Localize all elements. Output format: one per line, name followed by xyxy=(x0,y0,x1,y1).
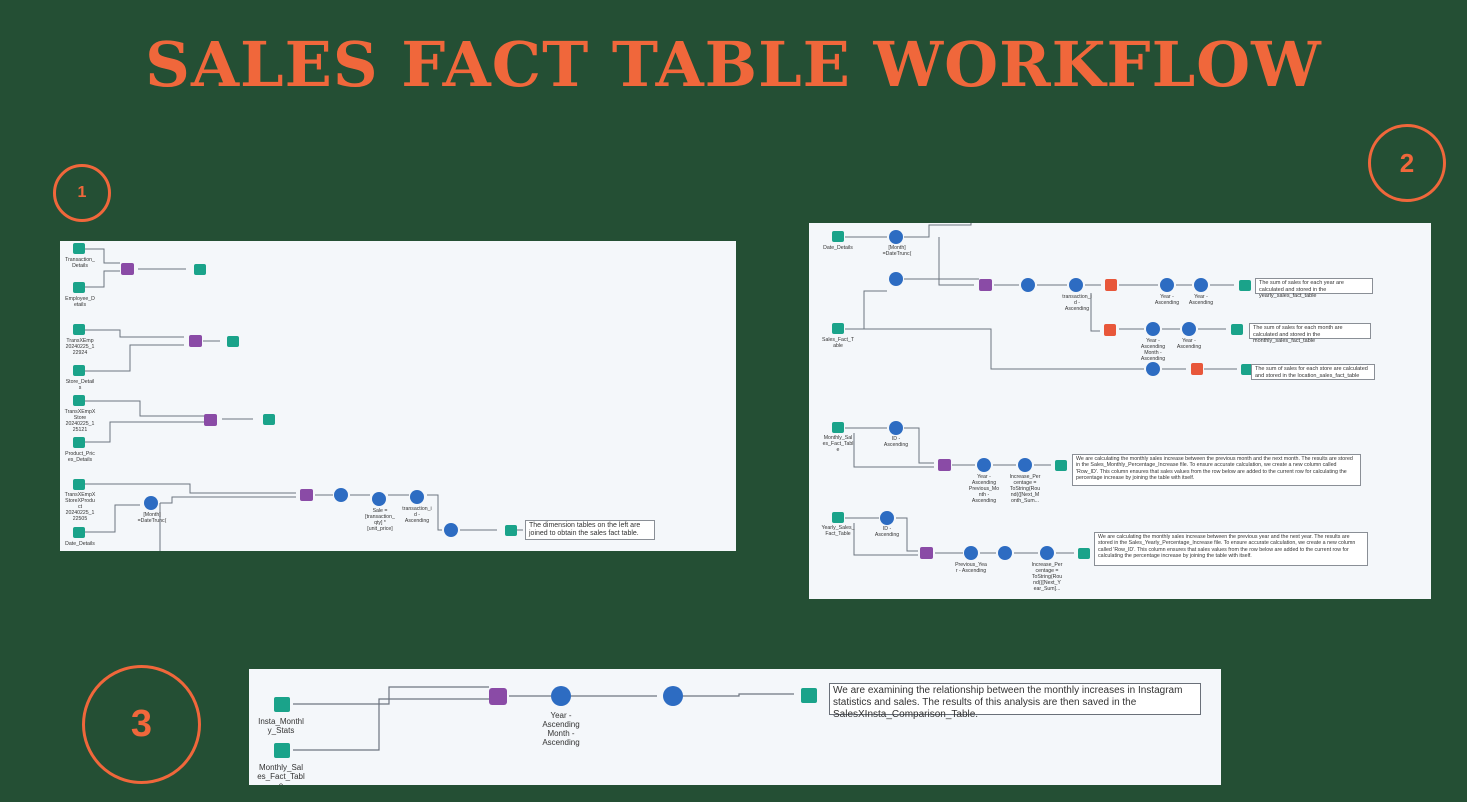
tool-label-sort-year-3: Year - Ascending xyxy=(1176,338,1202,350)
annotation-insta-comparison: We are examining the relationship betwee… xyxy=(829,683,1201,720)
tool-label-product-prices: Product_Pric es_Details xyxy=(65,451,95,463)
tool-label-transempstoreprod: TransXEmpX StoreXProdu ct 20240225_1 225… xyxy=(64,492,96,522)
tool-label-sort-transaction: transaction_i d - Ascending xyxy=(1062,294,1092,312)
step-badge-3: 3 xyxy=(82,665,201,784)
tool-label-month-date: [Month] =DateTrunc( xyxy=(882,245,912,257)
workflow-canvas-2: Date_Details [Month] =DateTrunc( Sales_F… xyxy=(809,223,1431,599)
workflow-canvas-3: Insta_Monthl y_Stats Monthly_Sal es_Fact… xyxy=(249,669,1221,785)
tool-label-sort-year-1: Year - Ascending xyxy=(1154,294,1180,306)
annotation-yearly-increase: We are calculating the monthly sales inc… xyxy=(1094,532,1368,566)
annotation-monthly-sum: The sum of sales for each month are calc… xyxy=(1249,323,1371,344)
tool-label-date-details: Date_Details xyxy=(823,245,853,251)
workflow-connections-3 xyxy=(293,686,794,751)
tool-label-sort-prev-month: Year - Ascending Previous_Mo nth - Ascen… xyxy=(968,474,1000,504)
tool-label-employee-details: Employee_D etails xyxy=(65,296,95,308)
tool-label-sort-year-month: Year - Ascending Month - Ascending xyxy=(1140,338,1166,362)
annotation-sales-fact: The dimension tables on the left are joi… xyxy=(525,520,655,540)
tool-label-month-date: [Month] =DateTrunc( xyxy=(137,512,167,524)
workflow-connections-1 xyxy=(85,248,523,551)
tool-label-sort-year-month: Year - Ascending Month - Ascending xyxy=(542,711,580,747)
page-title: SALES FACT TABLE WORKFLOW xyxy=(145,28,1322,101)
tool-label-monthly-sales: Monthly_Sal es_Fact_Tabl e xyxy=(822,435,854,453)
tool-label-sort-prev-year: Previous_Yea r - Ascending xyxy=(955,562,987,574)
tool-label-id-asc-2: ID - Ascending xyxy=(874,526,900,538)
tool-label-store-details: Store_Detail s xyxy=(65,379,95,391)
tool-label-transempstore: TransXEmpX Store 20240225_1 25121 xyxy=(64,409,96,433)
step-badge-1: 1 xyxy=(53,164,111,222)
workflow-connections-2 xyxy=(845,223,1237,556)
tool-label-id-asc-1: ID - Ascending xyxy=(883,436,909,448)
tool-label-sale-formula: Sale = [transaction_ qty] * [unit_price] xyxy=(365,508,395,532)
tool-label-increase-month: Increase_Per centage = ToString(Rou nd((… xyxy=(1009,474,1041,504)
workflow-canvas-1: Transaction_ Details Employee_D etails T… xyxy=(60,241,736,551)
tool-label-monthly-sales: Monthly_Sal es_Fact_Tabl e xyxy=(257,763,305,785)
tool-label-increase-year: Increase_Per centage = ToString(Rou nd((… xyxy=(1031,562,1063,592)
annotation-location-sum: The sum of sales for each store are calc… xyxy=(1251,364,1375,380)
tool-label-sort-transaction: transaction_i d - Ascending xyxy=(402,506,432,524)
annotation-yearly-sum: The sum of sales for each year are calcu… xyxy=(1255,278,1373,299)
tool-label-insta-monthly: Insta_Monthl y_Stats xyxy=(258,717,304,735)
tool-label-yearly-sales: Yearly_Sales_ Fact_Table xyxy=(821,525,855,537)
tool-label-transemp: TransXEmp 20240225_1 22924 xyxy=(65,338,95,356)
tool-label-date-details: Date_Details xyxy=(65,541,95,547)
tool-label-transaction-details: Transaction_ Details xyxy=(65,257,95,269)
annotation-monthly-increase: We are calculating the monthly sales inc… xyxy=(1072,454,1361,486)
step-badge-2: 2 xyxy=(1368,124,1446,202)
tool-label-sort-year-2: Year - Ascending xyxy=(1188,294,1214,306)
tool-label-sales-fact-table: Sales_Fact_T able xyxy=(821,337,854,349)
